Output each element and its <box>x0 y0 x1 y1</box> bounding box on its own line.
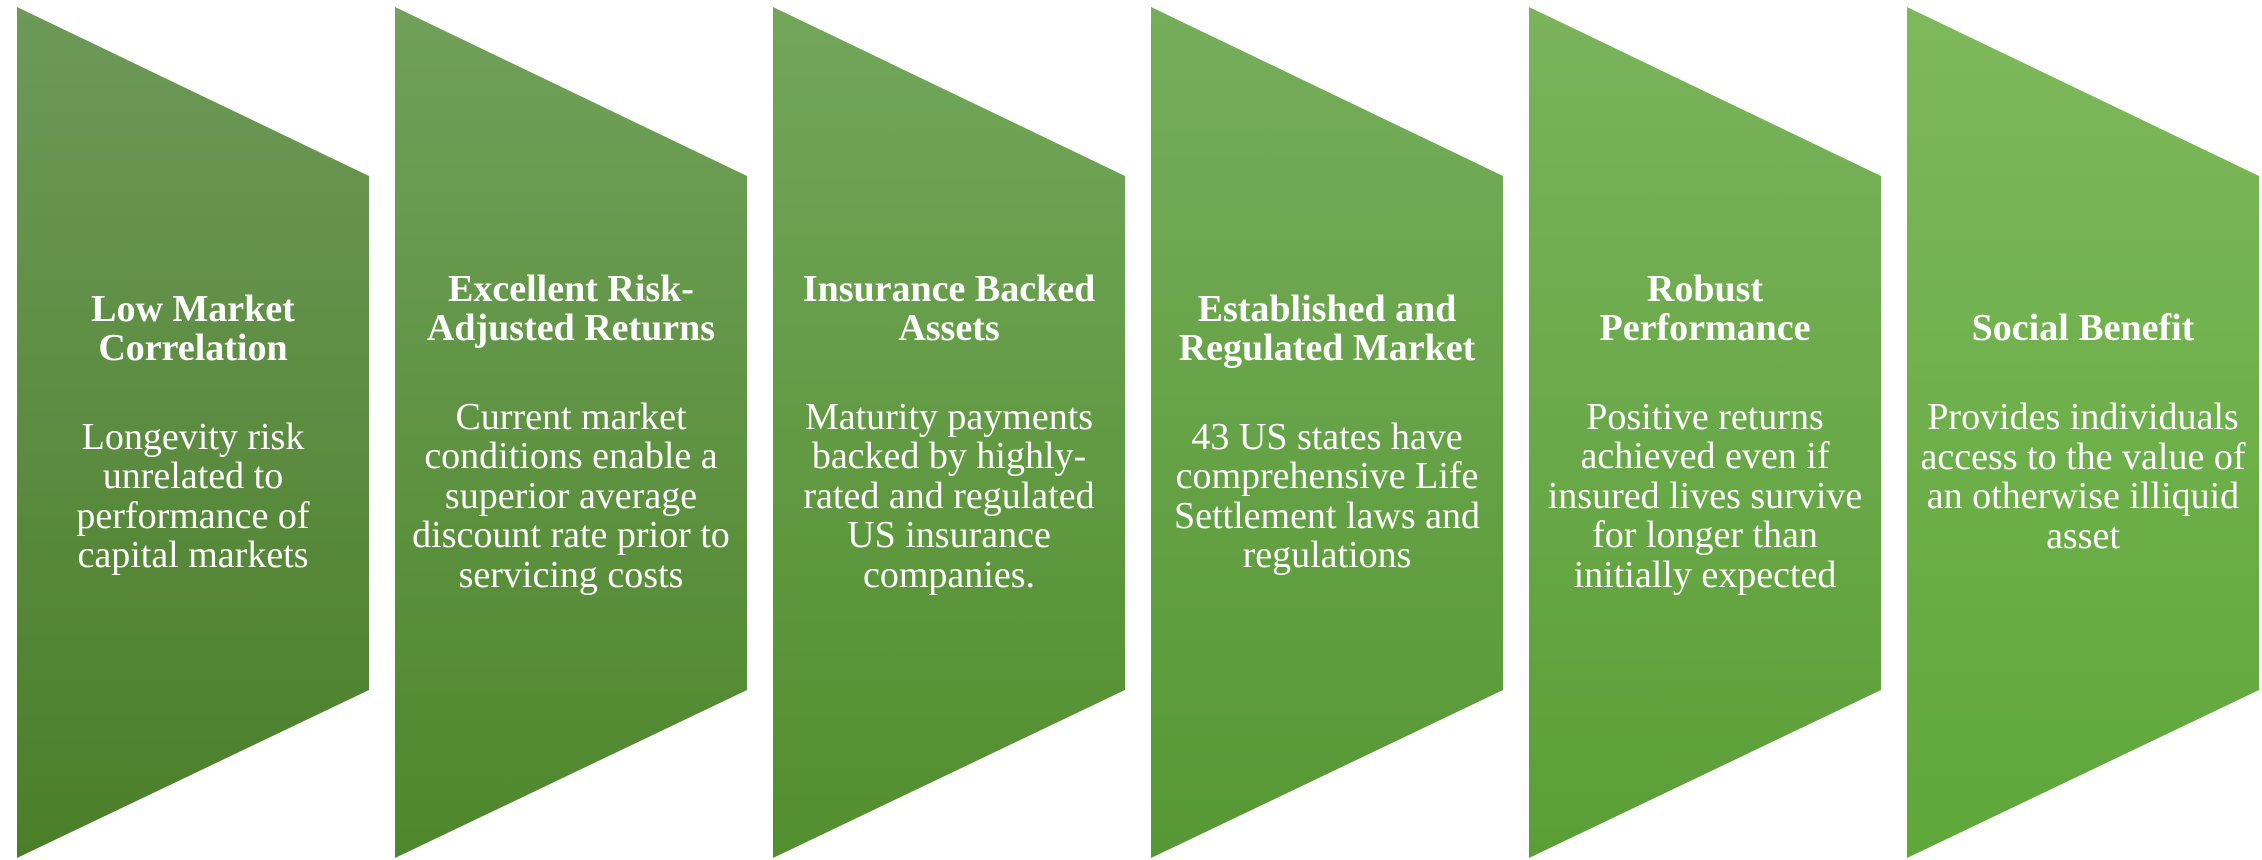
item-body: Longevity risk unrelated to performance … <box>76 415 310 576</box>
chevron <box>395 7 747 858</box>
chevron <box>1529 7 1881 858</box>
item-title: Robust Performance <box>1599 267 1811 349</box>
item-body: Provides individuals access to the value… <box>1920 396 2246 557</box>
chevron-text: Insurance Backed Assets Maturity payments… <box>773 7 1125 858</box>
item-body: Current market conditions enable a super… <box>412 395 730 596</box>
chevron-text: Social Benefit Provides individuals acces… <box>1907 7 2259 858</box>
chevron <box>1907 7 2259 858</box>
chevron <box>773 7 1125 858</box>
item-title: Low Market Correlation <box>91 287 295 369</box>
item-title: Social Benefit <box>1971 307 2195 349</box>
chevron-text: Established and Regulated Market 43 US st… <box>1151 7 1503 858</box>
item-title: Insurance Backed Assets <box>802 267 1096 349</box>
item-body: 43 US states have comprehensive Life Set… <box>1173 415 1481 576</box>
item-body: Maturity payments backed by highly-rated… <box>803 395 1095 596</box>
chevron-text: Robust Performance Positive returns achie… <box>1529 7 1881 858</box>
chevron-text: Excellent Risk-Adjusted Returns Current m… <box>395 7 747 858</box>
chevron-text: Low Market Correlation Longevity risk unr… <box>17 7 369 858</box>
item-title: Excellent Risk-Adjusted Returns <box>426 267 716 349</box>
chevron <box>17 7 369 858</box>
item-title: Established and Regulated Market <box>1178 287 1476 369</box>
item-body: Positive returns achieved even if insure… <box>1547 395 1863 596</box>
chevron <box>1151 7 1503 858</box>
